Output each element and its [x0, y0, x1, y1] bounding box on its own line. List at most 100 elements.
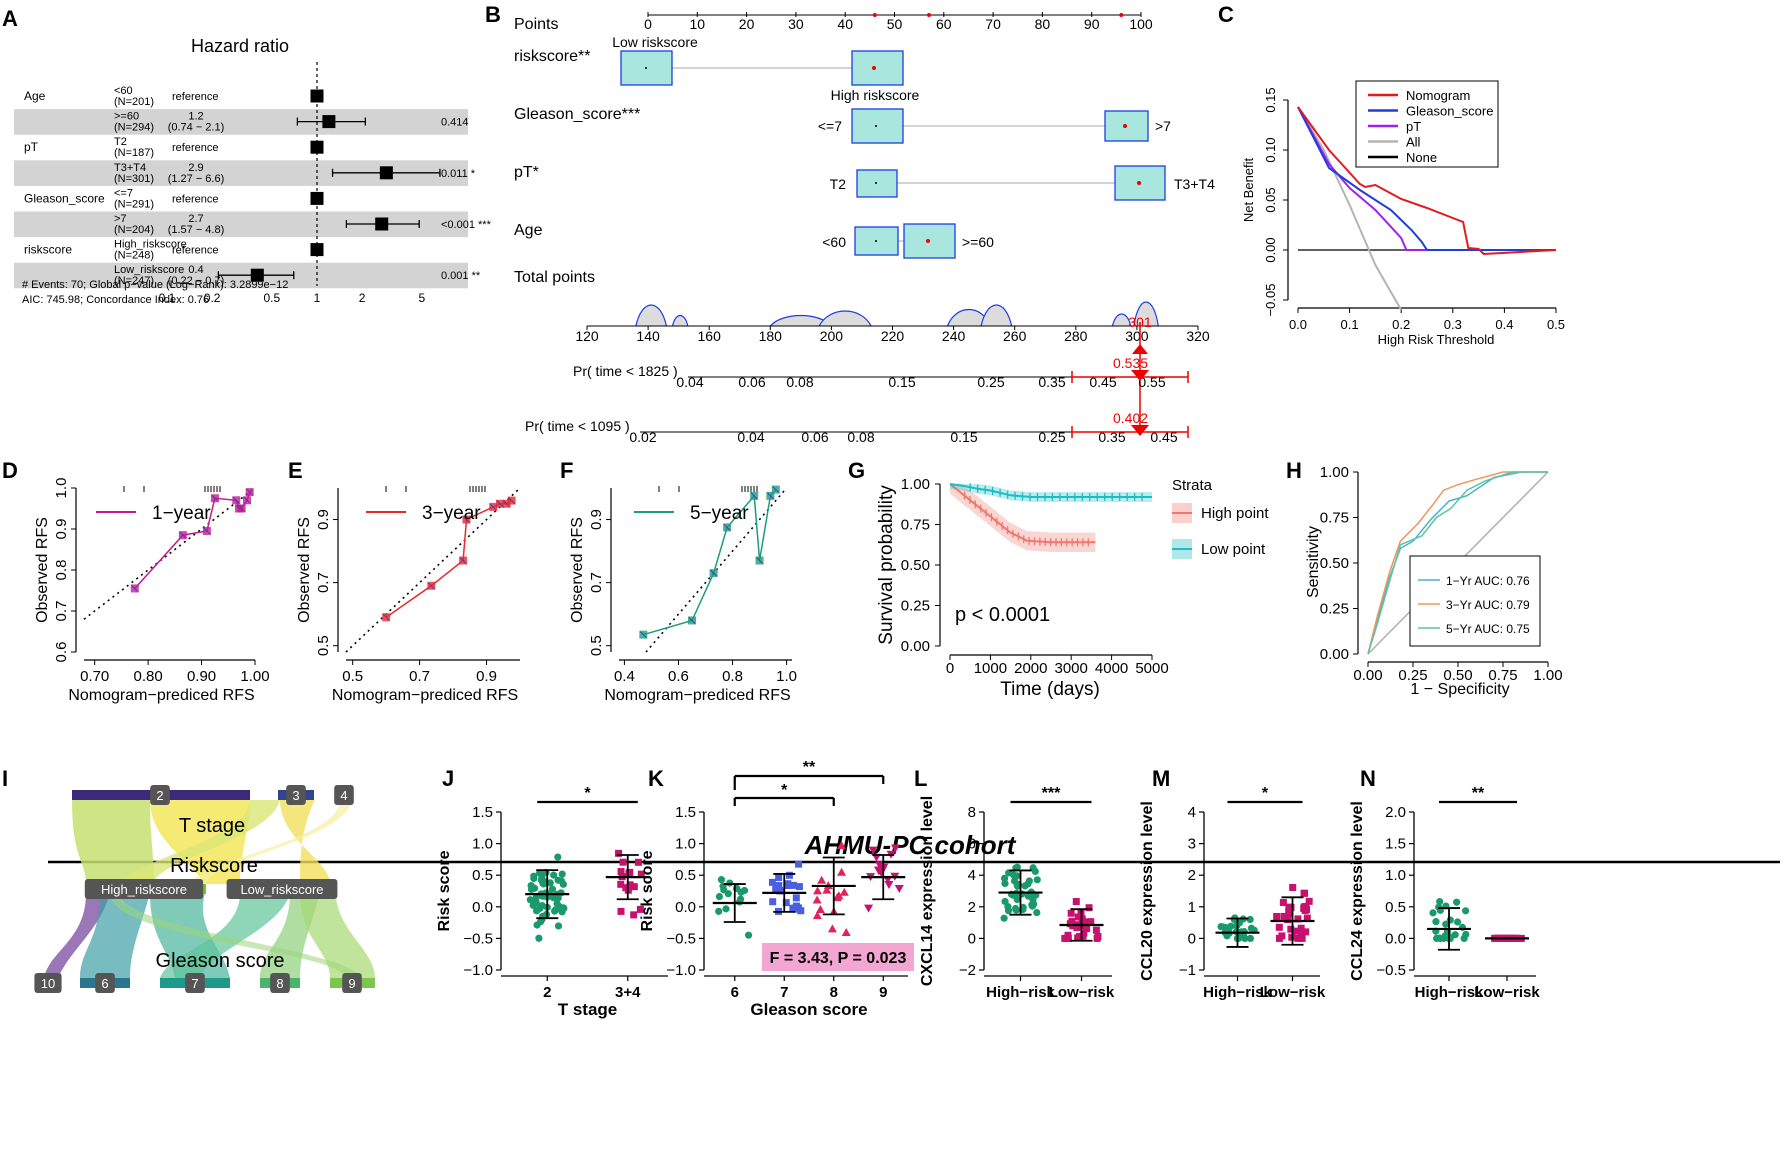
legend-label: 1−Yr AUC: 0.76 [1446, 574, 1530, 588]
data-point [1064, 931, 1072, 939]
sankey-flow [190, 800, 352, 884]
dca-Gleason_score [1297, 106, 1556, 251]
y-tick-label: 0.0 [675, 899, 696, 916]
stat-text: F = 3.43, P = 0.023 [770, 950, 907, 967]
y-tick-label: 0.00 [1320, 646, 1349, 663]
panel-letter: F [560, 458, 573, 483]
forest-n: (N=201) [114, 96, 154, 108]
nomogram-level: <60 [822, 234, 846, 250]
y-axis-title: CCL24 expression level [1349, 801, 1366, 981]
y-tick-label: −1.0 [666, 962, 696, 979]
sankey-layer-label: Riskscore [170, 855, 258, 877]
sankey-tag-bg [84, 879, 204, 899]
calibration-x [179, 531, 187, 539]
data-point [1079, 932, 1087, 940]
y-tick-label: 0.5 [588, 635, 605, 656]
data-point [1301, 906, 1309, 914]
x-axis-title: T stage [558, 1000, 618, 1019]
data-point [1246, 915, 1254, 924]
data-point [782, 899, 790, 907]
legend-label: 5−year [690, 503, 749, 524]
y-tick-label: 0.0 [472, 899, 493, 916]
total-density [1111, 313, 1132, 327]
data-point [775, 873, 783, 881]
sankey-flow [72, 800, 154, 884]
total-tick-label: 160 [698, 328, 722, 344]
nomogram-dot [926, 239, 930, 243]
panel-letter: J [442, 766, 454, 791]
y-tick-label: 0 [1188, 930, 1196, 947]
x-tick-label: 0.3 [1444, 317, 1462, 332]
panel-f-calibration-5yr: F 0.5 0.7 0.9 0.4 0.6 0.8 1.0 Nomogram−prediced … [560, 458, 797, 704]
sankey-tag-bg [334, 785, 354, 805]
legend-label: 3−year [422, 503, 481, 524]
x-tick-label: Low−risk [1474, 984, 1540, 1001]
data-point [1451, 931, 1459, 939]
data-point [558, 870, 566, 878]
data-point [1083, 925, 1091, 933]
data-point [1014, 882, 1022, 890]
sankey-tag-bg [226, 879, 338, 899]
legend-label: None [1406, 150, 1437, 165]
x-tick-label: 7 [780, 984, 788, 1001]
y-tick-label: 2.0 [1385, 804, 1406, 821]
y-tick-label: −2 [959, 962, 976, 979]
forest-ci: (0.22 − 0.7) [168, 275, 225, 287]
dca-Nomogram [1297, 106, 1557, 256]
sankey-tag-bg [270, 973, 290, 993]
total-density [818, 310, 872, 327]
legend-label: 5−Yr AUC: 0.75 [1446, 622, 1530, 636]
data-point [530, 874, 538, 883]
total-tick-label: 200 [820, 328, 844, 344]
panel-letter: H [1286, 458, 1302, 483]
data-point [540, 877, 548, 885]
sankey-node-label: 8 [276, 976, 283, 991]
y-tick-label: 0.50 [1320, 555, 1349, 572]
y-tick-label: 0.8 [53, 560, 70, 581]
pr-marker [1131, 425, 1149, 436]
x-tick-label: 0.8 [722, 668, 743, 685]
forest-p: 0.414 [441, 117, 469, 129]
x-tick-label: 0 [946, 660, 954, 677]
data-point [726, 879, 734, 887]
significance-stars: ** [803, 759, 816, 776]
points-tick-label: 50 [887, 16, 903, 32]
data-point [619, 858, 627, 866]
forest-variable: pT [24, 140, 39, 154]
forest-level: <60 [114, 85, 133, 97]
points-tick-label: 30 [788, 16, 804, 32]
x-axis-title: Nomogram−prediced RFS [604, 687, 790, 704]
y-axis-title: Risk score [639, 850, 656, 931]
significance-stars: *** [1042, 785, 1061, 802]
data-point [554, 853, 562, 861]
nomogram-dot [875, 240, 877, 242]
pr-tick-label: 0.04 [737, 429, 764, 445]
pr-tick-label: 0.35 [1098, 429, 1125, 445]
nomogram-level: High riskscore [831, 87, 920, 103]
data-point [1280, 912, 1288, 920]
data-point [740, 886, 749, 895]
nomogram-variable: Gleason_score*** [514, 106, 640, 123]
data-point [548, 885, 557, 893]
forest-n: (N=248) [114, 250, 154, 262]
y-axis-title: CCL20 expression level [1139, 801, 1156, 981]
data-point [789, 881, 797, 889]
calibration-x [232, 496, 240, 504]
forest-tick: 0.2 [204, 291, 221, 305]
data-point [1297, 924, 1305, 932]
data-point [775, 882, 783, 890]
points-tick-label: 100 [1129, 16, 1153, 32]
y-tick-label: 1.5 [1385, 836, 1406, 853]
x-tick-label: Low−risk [1049, 984, 1115, 1001]
forest-variable: riskscore [24, 243, 72, 257]
y-tick-label: 0.15 [1263, 87, 1278, 112]
y-tick-label: 0.0 [1385, 930, 1406, 947]
x-tick-label: 9 [879, 984, 887, 1001]
x-tick-label: 0.6 [668, 668, 689, 685]
forest-hr-box [310, 191, 324, 205]
calibration-x [750, 492, 758, 500]
sankey-flow [280, 800, 330, 884]
data-point [1074, 913, 1082, 921]
y-tick-label: 2 [1188, 867, 1196, 884]
